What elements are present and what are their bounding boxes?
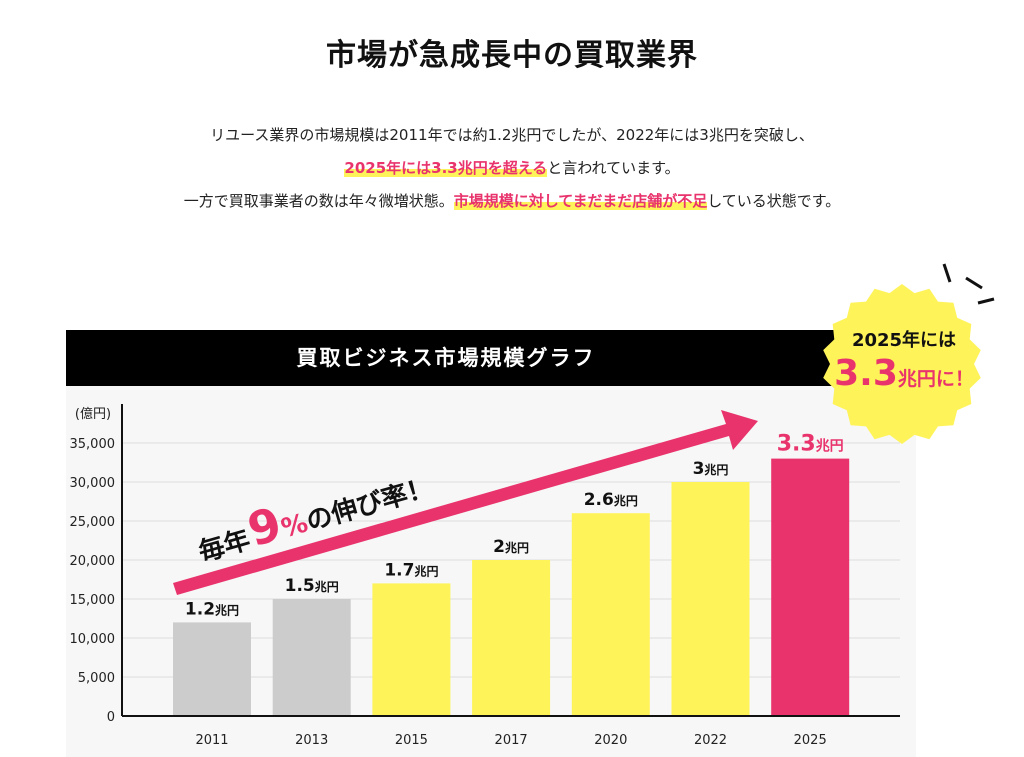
growth-arrow bbox=[173, 410, 758, 595]
x-tick-label: 2011 bbox=[195, 733, 228, 748]
x-tick-label: 2013 bbox=[295, 733, 328, 748]
badge-suffix: 兆円に！ bbox=[898, 368, 974, 390]
y-tick-label: 0 bbox=[107, 710, 115, 725]
intro-line-3: 一方で買取事業者の数は年々微増状態。市場規模に対してまだまだ店舗が不足している状… bbox=[0, 190, 1024, 211]
intro-line-3-start: 一方で買取事業者の数は年々微増状態。 bbox=[183, 192, 454, 210]
intro-line-2-rest: と言われています。 bbox=[547, 159, 680, 177]
y-tick-label: 10,000 bbox=[70, 632, 116, 647]
y-tick-label: 25,000 bbox=[70, 515, 116, 530]
y-tick-label: 30,000 bbox=[70, 476, 116, 491]
value-label-2025: 3.3兆円 bbox=[777, 432, 844, 457]
y-tick-label: 35,000 bbox=[70, 437, 116, 452]
bar-2017 bbox=[472, 560, 551, 716]
intro-line-3-end: している状態です。 bbox=[707, 192, 841, 210]
intro-line-1: リユース業界の市場規模は2011年では約1.2兆円でしたが、2022年には3兆円… bbox=[0, 124, 1024, 145]
growth-prefix: 毎年 bbox=[195, 524, 254, 568]
value-label-2022: 3兆円 bbox=[693, 459, 729, 479]
bar-2013 bbox=[272, 599, 351, 716]
bar-2015 bbox=[372, 583, 451, 716]
y-tick-label: 15,000 bbox=[70, 593, 116, 608]
y-axis-label: (億円) bbox=[75, 406, 111, 422]
y-tick-label: 20,000 bbox=[70, 554, 116, 569]
x-tick-label: 2022 bbox=[694, 733, 727, 748]
value-label-2020: 2.6兆円 bbox=[584, 490, 638, 510]
x-tick-label: 2017 bbox=[495, 733, 528, 748]
x-tick-label: 2015 bbox=[395, 733, 428, 748]
badge-spark-3 bbox=[977, 297, 995, 305]
badge-2025: 2025年には 3.3兆円に！ bbox=[823, 263, 995, 444]
badge-spark-1 bbox=[942, 263, 952, 283]
svg-text:3.3兆円に！: 3.3兆円に！ bbox=[834, 353, 974, 394]
intro-highlight-shortage: 市場規模に対してまだまだ店舗が不足 bbox=[453, 192, 708, 210]
y-tick-label: 5,000 bbox=[78, 671, 115, 686]
badge-line-1: 2025年には bbox=[852, 329, 956, 351]
bars: 1.2兆円 2011 1.5兆円 2013 1.7兆円 2015 2兆円 2017 2.6兆円 2… bbox=[173, 432, 850, 748]
axes: (億円) 0 5,000 10,000 15,000 20,000 25,000 30,00… bbox=[70, 404, 900, 725]
badge-spark-2 bbox=[965, 276, 983, 290]
intro-highlight-2025: 2025年には3.3兆円を超える bbox=[344, 159, 548, 177]
value-label-2011: 1.2兆円 bbox=[185, 599, 239, 619]
intro-line-2: 2025年には3.3兆円を超えると言われています。 bbox=[0, 157, 1024, 178]
intro-line-1-text: リユース業界の市場規模は2011年では約1.2兆円でしたが、2022年には3兆円… bbox=[210, 126, 814, 144]
chart-title: 買取ビジネス市場規模グラフ bbox=[296, 345, 596, 370]
x-tick-label: 2025 bbox=[794, 733, 827, 748]
badge-starburst-shape bbox=[823, 284, 981, 444]
bar-2011 bbox=[173, 622, 251, 716]
bar-2025 bbox=[771, 458, 850, 716]
bar-2020 bbox=[571, 513, 650, 716]
value-label-2015: 1.7兆円 bbox=[384, 560, 438, 580]
chart-header: 買取ビジネス市場規模グラフ bbox=[66, 330, 916, 386]
page-title: 市場が急成長中の買取業界 bbox=[326, 38, 698, 73]
x-tick-label: 2020 bbox=[594, 733, 627, 748]
value-label-2017: 2兆円 bbox=[493, 537, 529, 557]
bar-2022 bbox=[671, 482, 750, 716]
value-label-2013: 1.5兆円 bbox=[285, 576, 339, 596]
growth-arrow-shape bbox=[173, 410, 758, 595]
badge-big-value: 3.3 bbox=[834, 353, 898, 394]
